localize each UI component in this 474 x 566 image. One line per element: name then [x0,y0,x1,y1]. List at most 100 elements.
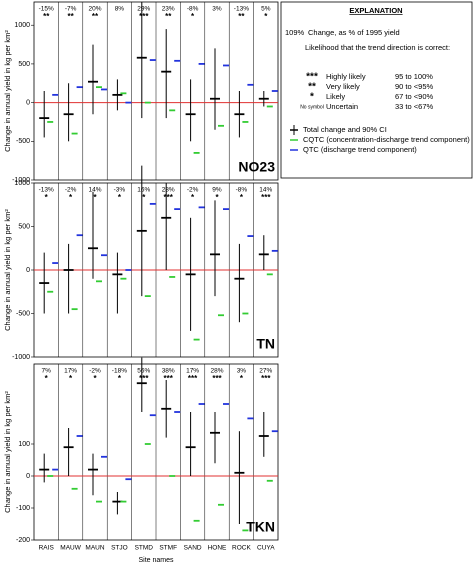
x-tick-label: ROCK [232,545,251,552]
range: 33 to <67% [395,102,433,111]
change-label: 23% [162,6,175,13]
change-label: 9% [212,187,222,194]
x-tick-label: STMD [135,545,154,552]
symbol: * [310,92,314,103]
significance: *** [261,374,271,383]
likelihood: Highly likely [326,72,366,81]
y-tick-label: 0 [26,267,30,274]
significance: * [118,193,122,202]
significance: * [264,12,268,21]
legend-label: QTC (discharge trend component) [303,145,417,154]
range: 90 to <95% [395,82,433,91]
change-label: -18% [112,368,127,375]
change-label: 20% [88,6,101,13]
x-tick-label: MAUW [60,545,81,552]
y-tick-label: -1000 [12,177,30,184]
panel-label: TN [256,336,275,352]
change-label: 3% [237,368,247,375]
likelihood: Very likely [326,82,360,91]
range: 95 to 100% [395,72,433,81]
x-tick-label: SAND [184,545,202,552]
panel-label: TKN [246,519,275,535]
x-tick-label: MAUN [85,545,104,552]
change-label: -2% [65,187,77,194]
change-label: 16% [137,187,150,194]
significance: *** [164,193,174,202]
explanation-box [280,1,473,179]
pct-example: 109% [285,28,305,37]
x-tick-label: RAIS [39,545,55,552]
change-label: 3% [212,6,222,13]
y-tick-label: 0 [26,99,30,106]
y-tick-label: -500 [16,138,30,145]
change-label: 8% [115,6,125,13]
x-tick-label: STJO [111,545,128,552]
significance: * [240,193,244,202]
change-label: 27% [259,368,272,375]
significance: ** [238,12,245,21]
y-tick-label: 500 [18,223,30,230]
pct-text: Change, as % of 1995 yield [308,28,400,37]
significance: *** [188,374,198,383]
change-label: -7% [65,6,77,13]
significance: * [93,193,97,202]
significance: * [118,374,122,383]
significance: ** [43,12,50,21]
x-tick-label: HONE [208,545,227,552]
likelihood: Likely [326,92,345,101]
y-axis-label: Change in annual yield in kg per km² [3,30,12,152]
significance: * [191,193,195,202]
change-label: 7% [41,368,51,375]
change-label: 38% [162,368,175,375]
significance: * [240,374,244,383]
x-tick-label: CUYA [257,545,275,552]
y-tick-label: 1000 [14,180,30,187]
significance: *** [212,374,222,383]
change-label: -8% [187,6,199,13]
change-label: 56% [137,368,150,375]
significance: *** [164,374,174,383]
significance: * [215,193,219,202]
change-label: 17% [186,368,199,375]
change-label: 29% [137,6,150,13]
significance: *** [139,374,149,383]
change-label: -8% [236,187,248,194]
y-tick-label: 500 [18,61,30,68]
significance: * [142,193,146,202]
legend-label: Total change and 90% CI [303,125,387,134]
y-tick-label: 100 [18,441,30,448]
significance: * [45,193,49,202]
change-label: -13% [39,187,54,194]
change-label: -13% [234,6,249,13]
significance: * [69,193,73,202]
y-tick-label: 1000 [14,22,30,29]
significance: *** [261,193,271,202]
likelihood-title-box: Likelihood that the trend direction is c… [305,43,450,52]
y-tick-label: -200 [16,537,30,544]
y-tick-label: -100 [16,505,30,512]
explanation-title: EXPLANATION [349,6,402,15]
change-label: 28% [210,368,223,375]
significance: *** [139,12,149,21]
symbol: ** [308,82,316,93]
symbol: No symbol [300,104,324,110]
significance: ** [67,12,74,21]
x-tick-label: STMF [159,545,177,552]
change-label: -3% [114,187,126,194]
y-tick-label: -1000 [12,354,30,361]
x-axis-label: Site names [138,557,174,564]
significance: * [69,374,73,383]
change-label: 28% [162,187,175,194]
change-label: 5% [261,6,271,13]
y-tick-label: 0 [26,473,30,480]
change-label: 17% [64,368,77,375]
symbol: *** [306,72,318,83]
significance: ** [92,12,99,21]
legend-label: CQTC (concentration-discharge trend comp… [303,135,470,144]
significance: * [93,374,97,383]
change-label: -15% [39,6,54,13]
change-label: 14% [259,187,272,194]
range: 67 to <90% [395,92,433,101]
y-axis-label: Change in annual yield in kg per km² [3,209,12,331]
